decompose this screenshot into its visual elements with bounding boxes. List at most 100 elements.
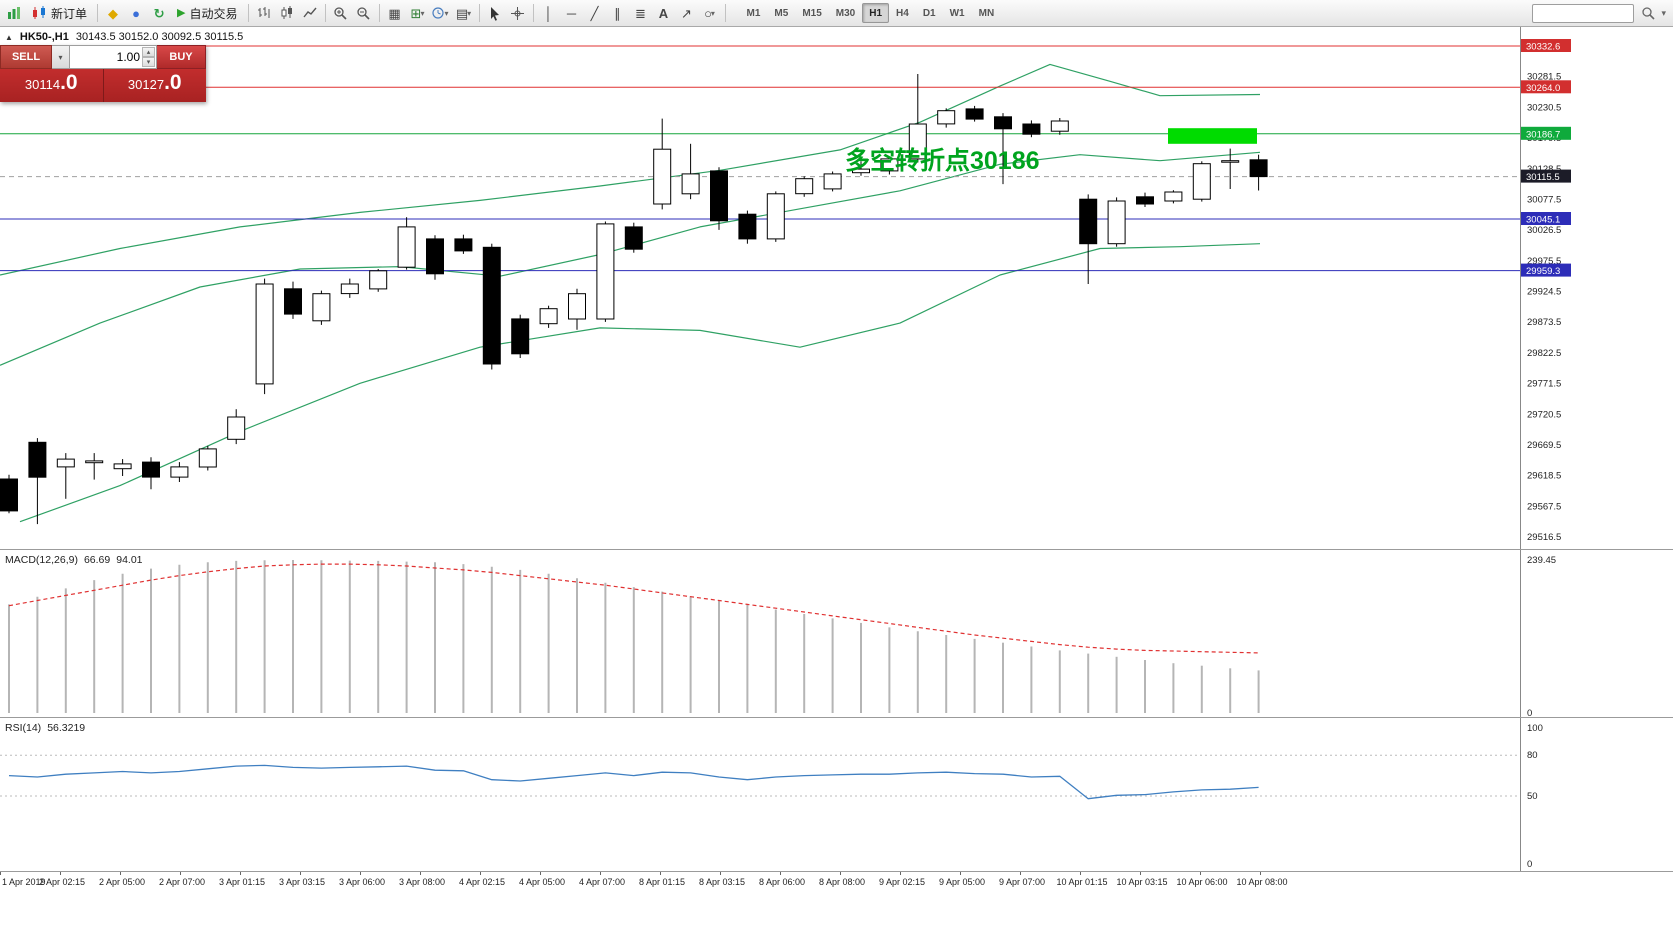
market-icon[interactable]: ● [132, 5, 140, 21]
shapes-icon: ○ [704, 5, 712, 21]
crosshair-icon[interactable] [507, 2, 529, 24]
new-chart-icon: ⊞ [410, 5, 422, 21]
buy-button[interactable]: BUY [157, 45, 206, 69]
rsi-panel[interactable]: 100 80 50 0 [0, 718, 1673, 872]
time-tick [600, 872, 601, 875]
price-axis-label: 29516.5 [1527, 532, 1561, 543]
new-order-button[interactable]: 新订单 [26, 2, 93, 24]
templates-dropdown[interactable]: ▤ ▾ [453, 2, 475, 24]
horizontal-line-icon[interactable]: ─ [566, 5, 577, 21]
periods-dropdown[interactable]: ▾ [430, 2, 452, 24]
bar-chart-icon[interactable] [253, 2, 275, 24]
sell-button[interactable]: SELL [0, 45, 52, 69]
highlight-zone[interactable] [1168, 128, 1257, 144]
price-axis-label: 30026.5 [1527, 225, 1561, 236]
fibonacci-icon[interactable]: ≣ [635, 5, 646, 21]
separator [478, 4, 480, 22]
line-chart-icon[interactable] [299, 2, 321, 24]
channel-icon[interactable]: ∥ [614, 5, 621, 21]
price-badge-label: 30186.7 [1526, 129, 1560, 140]
text-icon[interactable]: A [658, 5, 669, 21]
chevron-down-icon: ▾ [467, 8, 472, 18]
time-label: 3 Apr 08:00 [398, 877, 446, 887]
zoom-out-icon[interactable] [353, 2, 375, 24]
time-label: 4 Apr 02:15 [458, 877, 506, 887]
time-label: 2 Apr 02:15 [38, 877, 86, 887]
price-axis-label: 29822.5 [1527, 348, 1561, 359]
volume-input[interactable] [70, 46, 156, 68]
buy-price[interactable]: 30127 .0 [102, 69, 206, 102]
candlestick-chart-icon[interactable] [276, 2, 298, 24]
upper-band-line [0, 63, 1261, 276]
time-label: 8 Apr 08:00 [818, 877, 866, 887]
candle-body [710, 170, 728, 222]
arrows-icon[interactable]: ↗ [681, 5, 692, 21]
time-label: 3 Apr 06:00 [338, 877, 386, 887]
time-tick [1140, 872, 1141, 875]
time-tick [300, 872, 301, 875]
autotrade-button[interactable]: ▶ 自动交易 [171, 2, 243, 24]
collapse-arrow-icon[interactable]: ▲ [5, 32, 13, 42]
timeframe-H1[interactable]: H1 [862, 3, 890, 23]
price-badge-label: 30264.0 [1526, 83, 1560, 94]
metaeditor-icon[interactable]: ◆ [108, 5, 119, 21]
stepper-up-icon[interactable]: ▴ [142, 47, 155, 57]
candle-body [113, 463, 132, 470]
chevron-down-icon[interactable]: ▾ [1661, 7, 1666, 18]
sell-price[interactable]: 30114 .0 [0, 69, 103, 102]
timeframe-D1[interactable]: D1 [916, 3, 943, 23]
timeframe-H4[interactable]: H4 [889, 3, 916, 23]
search-input[interactable] [1532, 3, 1635, 23]
time-label: 1 Apr 2019 [2, 877, 46, 887]
candle-body [624, 226, 643, 250]
time-tick [60, 872, 61, 875]
shapes-dropdown[interactable]: ○ ▾ [699, 2, 721, 24]
separator [532, 4, 534, 22]
chart-area: 多空转折点3018630281.530230.530179.530128.530… [0, 27, 1673, 892]
tile-windows-icon[interactable]: ▦ [388, 5, 401, 21]
price-axis-label: 29924.5 [1527, 287, 1561, 298]
macd-panel[interactable]: 239.45 0 [0, 550, 1673, 718]
search-icon[interactable] [1637, 2, 1659, 24]
time-label: 9 Apr 02:15 [878, 877, 926, 887]
vertical-line-icon[interactable]: │ [544, 5, 553, 21]
candle-body [397, 226, 416, 268]
price-badge [1521, 263, 1571, 277]
candle-body [1136, 196, 1154, 205]
timeframe-W1[interactable]: W1 [943, 3, 972, 23]
price-axis-label: 30128.5 [1527, 164, 1561, 175]
candles-layer [0, 74, 1268, 525]
timeframe-M1[interactable]: M1 [740, 3, 768, 23]
timeframe-M5[interactable]: M5 [767, 3, 795, 23]
candle-body [1050, 120, 1069, 132]
time-label: 10 Apr 06:00 [1176, 877, 1228, 887]
trendline-icon[interactable]: ╱ [590, 5, 599, 21]
timeframe-M30[interactable]: M30 [829, 3, 862, 23]
candle-body [227, 416, 246, 440]
candle-body [766, 193, 785, 240]
new-chart-dropdown[interactable]: ⊞ ▾ [407, 2, 429, 24]
refresh-icon[interactable]: ↻ [153, 5, 165, 21]
rsi-line [8, 764, 1259, 800]
time-tick [1200, 872, 1201, 875]
price-badge-label: 30045.1 [1526, 215, 1560, 226]
timeframe-MN[interactable]: MN [972, 3, 1002, 23]
candle-body [284, 288, 302, 315]
cursor-icon[interactable] [484, 2, 506, 24]
time-label: 10 Apr 03:15 [1116, 877, 1168, 887]
timeframe-M15[interactable]: M15 [795, 3, 828, 23]
stepper-down-icon[interactable]: ▾ [142, 57, 155, 67]
volume-dropdown[interactable]: ▾ [52, 45, 70, 69]
price-axis-label: 29720.5 [1527, 409, 1561, 420]
rsi-axis-label: 50 [1527, 791, 1538, 802]
price-axis-label: 29771.5 [1527, 379, 1561, 390]
candle-body [539, 308, 558, 325]
time-tick [120, 872, 121, 875]
candle-body [255, 283, 274, 385]
play-icon: ▶ [177, 6, 186, 19]
main-chart[interactable]: 多空转折点3018630281.530230.530179.530128.530… [0, 27, 1673, 550]
new-order-label: 新订单 [51, 6, 88, 21]
zoom-in-icon[interactable] [330, 2, 352, 24]
chart-annotation[interactable]: 多空转折点30186 [845, 146, 1040, 175]
rsi-axis-label: 0 [1527, 859, 1532, 870]
